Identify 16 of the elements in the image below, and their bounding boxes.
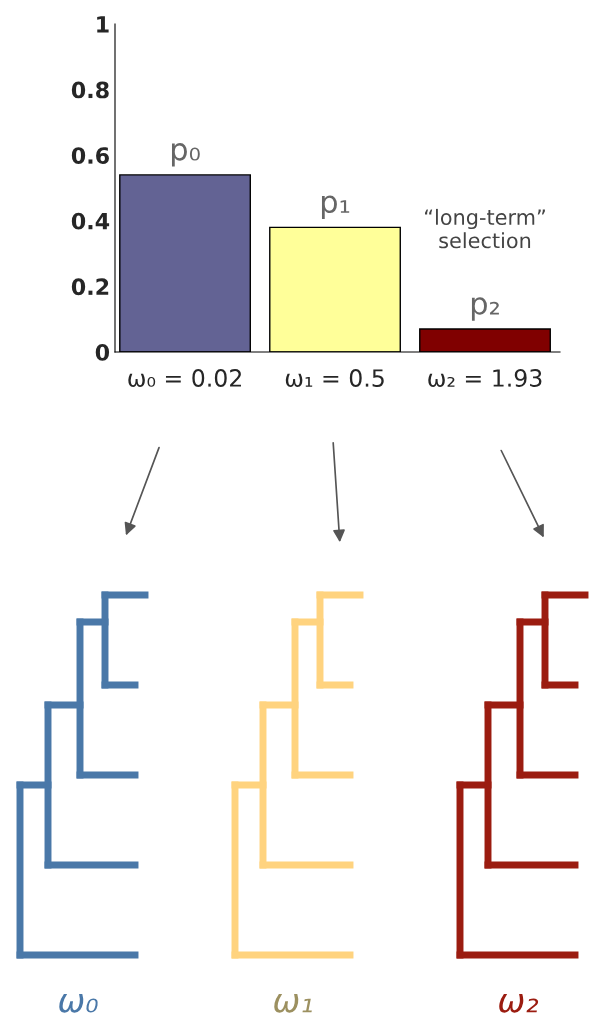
data-label: p₂	[471, 297, 499, 321]
y-tick-label: 0.4	[71, 212, 110, 230]
y-tick-label: 0	[95, 343, 110, 361]
text: ω₁	[274, 993, 312, 1013]
x-tick-label: ω₁ = 0.5	[285, 369, 384, 387]
text: ω₀	[59, 993, 98, 1013]
annotation: “long-term” selection	[425, 208, 545, 249]
x-tick-label: ω₀ = 0.02	[128, 369, 241, 387]
text: ω₂	[499, 993, 539, 1013]
x-tick-label: ω₂ = 1.93	[428, 369, 542, 387]
y-tick-label: 0.6	[71, 147, 109, 164]
y-tick-label: 0.2	[71, 278, 109, 296]
data-label: p₀	[171, 143, 200, 167]
y-tick-label: 0.8	[71, 81, 109, 99]
data-label: p₁	[321, 195, 350, 220]
y-tick-label: 1	[97, 16, 109, 33]
